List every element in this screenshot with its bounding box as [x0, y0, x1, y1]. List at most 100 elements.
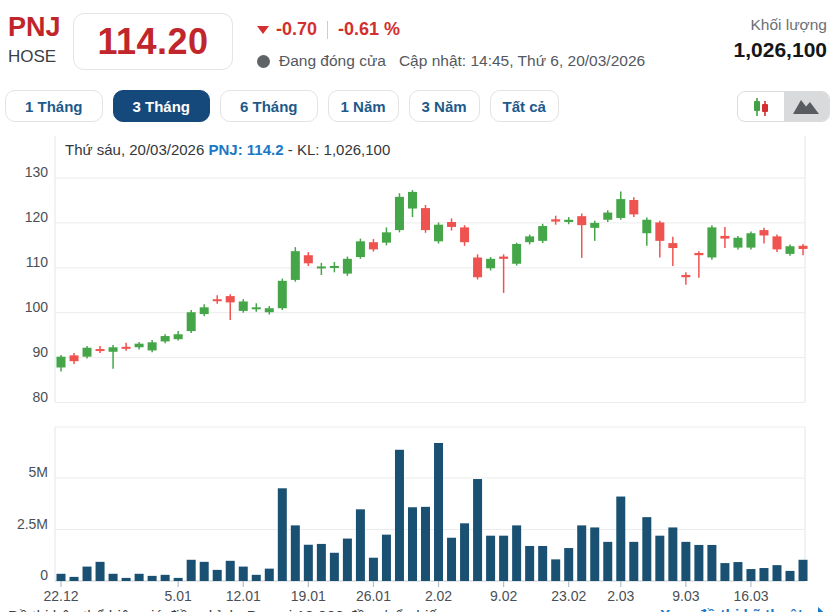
candle-body — [590, 223, 599, 228]
volume-bar — [226, 561, 235, 581]
x-axis-label: 2.03 — [607, 588, 634, 604]
price-volume-chart[interactable]: 13012011010090805M2.5M022.125.0112.0119.… — [0, 0, 834, 612]
volume-bar — [356, 509, 365, 581]
candle-body — [330, 266, 339, 268]
candle-body — [239, 301, 248, 310]
volume-bar — [70, 577, 79, 581]
candle-body — [200, 307, 209, 314]
candle-body — [772, 236, 781, 249]
candle-body — [304, 255, 313, 263]
candle-body — [70, 355, 79, 361]
candle-body — [499, 257, 508, 259]
candle-body — [577, 216, 586, 225]
volume-bar — [421, 507, 430, 581]
volume-bar — [551, 559, 560, 581]
candle-body — [148, 342, 157, 350]
volume-axis-label: 0 — [40, 567, 48, 583]
candle-body — [57, 357, 66, 368]
volume-bar — [786, 571, 795, 581]
candle-body — [421, 208, 430, 230]
volume-bar — [707, 545, 716, 581]
volume-bar — [213, 570, 222, 581]
price-axis-label: 80 — [32, 389, 48, 405]
volume-bar — [382, 535, 391, 581]
candle-body — [642, 220, 651, 233]
volume-bar — [668, 527, 677, 581]
volume-bar — [148, 576, 157, 581]
volume-bar — [343, 539, 352, 581]
candle-body — [369, 242, 378, 249]
volume-bar — [317, 544, 326, 581]
x-axis-label: 23.02 — [551, 588, 586, 604]
volume-bar — [759, 568, 768, 581]
volume-bar — [590, 527, 599, 581]
chart-footnote: Đồ thị bên thể hiện giá điều chỉnh. Đơn … — [8, 607, 446, 612]
candle-body — [538, 226, 547, 241]
candle-body — [226, 296, 235, 302]
stock-chart-widget: PNJ HOSE 114.20 -0.70 -0.61 % Đang đóng … — [0, 0, 834, 612]
candle-body — [317, 266, 326, 268]
candle-body — [356, 241, 365, 257]
candle-body — [668, 243, 677, 248]
candle-body — [525, 236, 534, 242]
volume-bar — [681, 542, 690, 581]
x-axis-label: 5.01 — [165, 588, 192, 604]
volume-bar — [486, 536, 495, 581]
candle-body — [473, 257, 482, 277]
candle-body — [278, 281, 287, 308]
volume-bar — [434, 443, 443, 581]
volume-bar — [109, 574, 118, 581]
volume-bar — [538, 546, 547, 581]
candle-body — [265, 308, 274, 312]
x-axis-label: 19.01 — [291, 588, 326, 604]
volume-bar — [252, 575, 261, 581]
candle-body — [96, 349, 105, 351]
price-axis-label: 130 — [25, 164, 49, 180]
volume-bar — [733, 562, 742, 581]
volume-bar — [525, 546, 534, 581]
volume-bar — [161, 575, 170, 581]
volume-bar — [278, 488, 287, 581]
candle-body — [174, 334, 183, 339]
x-axis-label: 22.12 — [43, 588, 78, 604]
candle-body — [746, 233, 755, 247]
volume-bar — [187, 560, 196, 581]
technical-chart-link[interactable]: Xem đồ thị kỹ thuật — [660, 606, 826, 612]
candle-body — [694, 253, 703, 255]
x-axis-label: 9.03 — [672, 588, 699, 604]
candle-body — [655, 222, 664, 240]
volume-bar — [369, 558, 378, 581]
volume-bar — [122, 578, 131, 581]
volume-bar — [655, 536, 664, 581]
candle-body — [213, 299, 222, 301]
volume-bar — [395, 450, 404, 581]
volume-bar — [499, 536, 508, 581]
volume-bar — [473, 479, 482, 581]
candle-body — [291, 251, 300, 280]
volume-bar — [265, 569, 274, 581]
x-axis-label: 16.03 — [733, 588, 768, 604]
volume-bar — [577, 525, 586, 581]
candle-body — [759, 230, 768, 235]
volume-bar — [564, 548, 573, 581]
volume-bar — [57, 574, 66, 581]
x-axis-label: 2.02 — [425, 588, 452, 604]
volume-bar — [746, 569, 755, 581]
candle-body — [135, 344, 144, 348]
candle-body — [161, 336, 170, 341]
candle-body — [720, 236, 729, 239]
x-axis-label: 26.01 — [356, 588, 391, 604]
volume-bar — [291, 525, 300, 581]
volume-bar — [720, 563, 729, 581]
candle-body — [681, 275, 690, 277]
candle-body — [603, 213, 612, 220]
volume-bar — [772, 565, 781, 581]
x-axis-label: 9.02 — [490, 588, 517, 604]
candle-body — [83, 348, 92, 357]
candle-body — [564, 220, 573, 222]
candle-body — [434, 225, 443, 242]
price-axis-label: 100 — [25, 299, 49, 315]
technical-chart-link-label: Xem đồ thị kỹ thuật — [660, 606, 803, 612]
candle-body — [187, 312, 196, 331]
candle-body — [616, 199, 625, 218]
